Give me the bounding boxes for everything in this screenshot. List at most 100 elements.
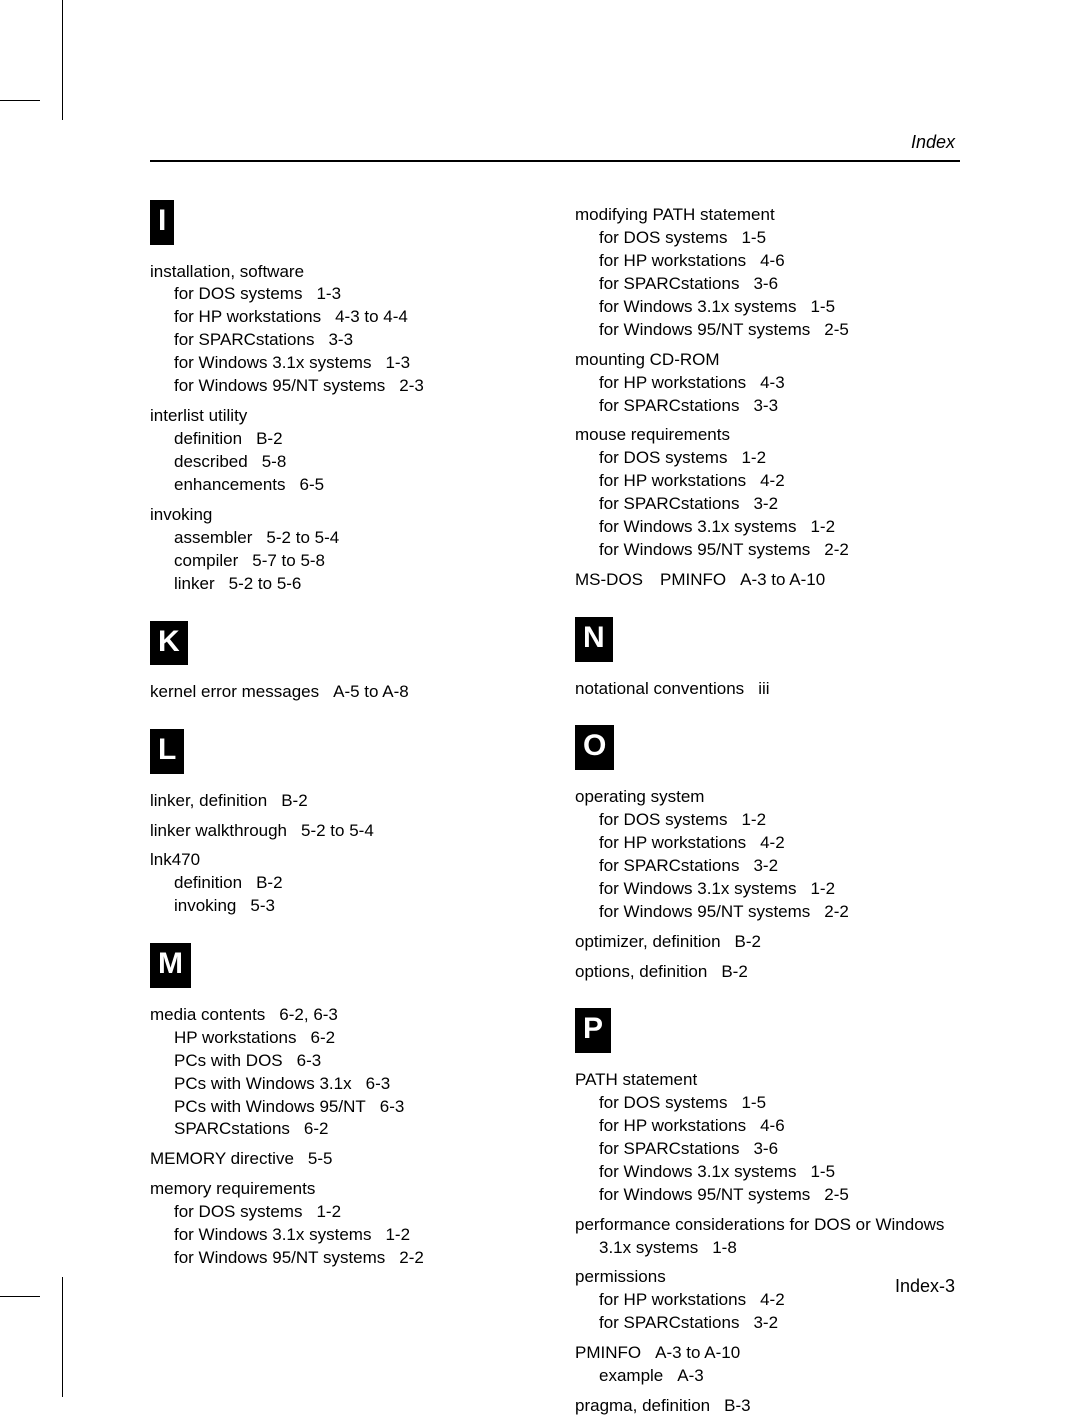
entry-term: media contents (150, 1005, 265, 1024)
entry-page-ref: 3-6 (753, 1139, 778, 1158)
index-sub-entry: for HP workstations4-6 (575, 1115, 960, 1138)
index-sub-entry: for DOS systems1-2 (150, 1201, 535, 1224)
entry-term: PCs with Windows 3.1x (174, 1074, 352, 1093)
entry-page-ref: 4-6 (760, 1116, 785, 1135)
entry-term: for SPARCstations (599, 274, 739, 293)
index-sub-entry: PCs with Windows 3.1x6-3 (150, 1073, 535, 1096)
index-main-entry: memory requirements (150, 1178, 535, 1201)
entry-term: MEMORY directive (150, 1149, 294, 1168)
entry-term: for Windows 3.1x systems (599, 879, 796, 898)
entry-page-ref: 5-2 to 5-4 (301, 821, 374, 840)
entry-page-ref: A-5 to A-8 (333, 682, 409, 701)
entry-term: for SPARCstations (599, 1313, 739, 1332)
index-entry: linker walkthrough 5-2 to 5-4 (150, 820, 535, 843)
entry-term: for Windows 3.1x systems (599, 1162, 796, 1181)
entry-page-ref: 2-2 (824, 540, 849, 559)
entry-term: for DOS systems (174, 284, 302, 303)
entry-page-ref: 5-8 (262, 452, 287, 471)
index-entry: operating systemfor DOS systems1-2for HP… (575, 786, 960, 924)
index-sub-entry: for SPARCstations3-3 (150, 329, 535, 352)
entry-page-ref: 1-5 (741, 1093, 766, 1112)
index-sub-entry: for DOS systems 1-3 (150, 283, 535, 306)
entry-term: mouse requirements (575, 425, 730, 444)
index-sub-entry: for DOS systems1-5 (575, 227, 960, 250)
entry-page-ref: B-2 (735, 932, 761, 951)
index-sub-entry: for HP workstations4-6 (575, 250, 960, 273)
entry-page-ref: 4-3 (760, 373, 785, 392)
entry-term: for DOS systems (599, 1093, 727, 1112)
entry-term: example (599, 1366, 663, 1385)
entry-term: definition (174, 429, 242, 448)
index-entry: memory requirementsfor DOS systems1-2 for… (150, 1178, 535, 1270)
entry-term: for DOS systems (599, 448, 727, 467)
index-entry: PATH statementfor DOS systems1-5for HP w… (575, 1069, 960, 1207)
entry-page-ref: 1-5 (741, 228, 766, 247)
entry-page-ref: B-2 (281, 791, 307, 810)
entry-page-ref: 2-2 (824, 902, 849, 921)
entry-page-ref: 3-3 (753, 396, 778, 415)
index-sub-entry: for DOS systems1-2 (575, 809, 960, 832)
entry-term: for HP workstations (599, 1290, 746, 1309)
index-sub-entry: PCs with DOS6-3 (150, 1050, 535, 1073)
header-rule (150, 160, 960, 162)
entry-page-ref: B-2 (721, 962, 747, 981)
index-entry: modifying PATH statementfor DOS systems1… (575, 204, 960, 342)
entry-term: for Windows 95/NT systems (174, 376, 385, 395)
entry-term: linker walkthrough (150, 821, 287, 840)
index-main-entry: operating system (575, 786, 960, 809)
entry-page-ref: A-3 to A-10 (740, 570, 825, 589)
entry-page-ref: A-3 (677, 1366, 703, 1385)
entry-term: for Windows 95/NT systems (599, 320, 810, 339)
index-entry: optimizer, definitionB-2 (575, 931, 960, 954)
entry-page-ref: 6-3 (380, 1097, 405, 1116)
crop-mark (0, 1296, 40, 1297)
index-main-entry: installation, software (150, 261, 535, 284)
index-entry: performance considerations for DOS or Wi… (575, 1214, 960, 1260)
index-main-entry: lnk470 (150, 849, 535, 872)
entry-term: for HP workstations (599, 833, 746, 852)
index-sub-entry: compiler5-7 to 5-8 (150, 550, 535, 573)
index-sub-entry: for SPARCstations3-6 (575, 273, 960, 296)
index-sub-entry: SPARCstations6-2 (150, 1118, 535, 1141)
entry-term: HP workstations (174, 1028, 297, 1047)
entry-term: for Windows 95/NT systems (599, 902, 810, 921)
index-main-entry: pragma, definitionB-3 (575, 1395, 960, 1418)
index-entry: pragma, definitionB-3 (575, 1395, 960, 1418)
entry-page-ref: 2-2 (399, 1248, 424, 1267)
entry-term: for HP workstations (599, 471, 746, 490)
entry-page-ref: 1-2 (741, 810, 766, 829)
entry-term: for SPARCstations (174, 330, 314, 349)
content-columns: Iinstallation, softwarefor DOS systems1-… (150, 200, 960, 1247)
entry-page-ref: 1-2 (810, 879, 835, 898)
entry-term: PCs with Windows 95/NT (174, 1097, 366, 1116)
index-sub-entry: for Windows 95/NT systems 2-2 (575, 901, 960, 924)
entry-term: for HP workstations (599, 251, 746, 270)
index-main-entry: optimizer, definitionB-2 (575, 931, 960, 954)
index-sub-entry: enhancements6-5 (150, 474, 535, 497)
index-entry: lnk470definitionB-2invoking5-3 (150, 849, 535, 918)
index-sub-entry: example A-3 (575, 1365, 960, 1388)
index-sub-entry: for SPARCstations3-6 (575, 1138, 960, 1161)
entry-term: for Windows 3.1x systems (174, 353, 371, 372)
index-sub-entry: for Windows 3.1x systems1-2 (575, 516, 960, 539)
index-sub-entry: for SPARCstations3-2 (575, 855, 960, 878)
entry-page-ref: 1-5 (810, 297, 835, 316)
section-letter: I (150, 200, 174, 245)
section-letter: K (150, 621, 188, 666)
section-letter: M (150, 943, 191, 988)
entry-page-ref: 1-3 (316, 284, 341, 303)
entry-term: permissions (575, 1267, 666, 1286)
entry-page-ref: 3-2 (753, 856, 778, 875)
index-main-entry: linker, definition B-2 (150, 790, 535, 813)
entry-term: linker, definition (150, 791, 267, 810)
running-head: Index (911, 132, 955, 153)
index-entry: notational conventionsiii (575, 678, 960, 701)
crop-mark (62, 1277, 63, 1397)
entry-term: PCs with DOS (174, 1051, 283, 1070)
index-main-entry: media contents6-2, 6-3 (150, 1004, 535, 1027)
entry-term: definition (174, 873, 242, 892)
entry-page-ref: 2-3 (399, 376, 424, 395)
index-sub-entry: described5-8 (150, 451, 535, 474)
entry-term: for Windows 95/NT systems (174, 1248, 385, 1267)
entry-term: for SPARCstations (599, 494, 739, 513)
